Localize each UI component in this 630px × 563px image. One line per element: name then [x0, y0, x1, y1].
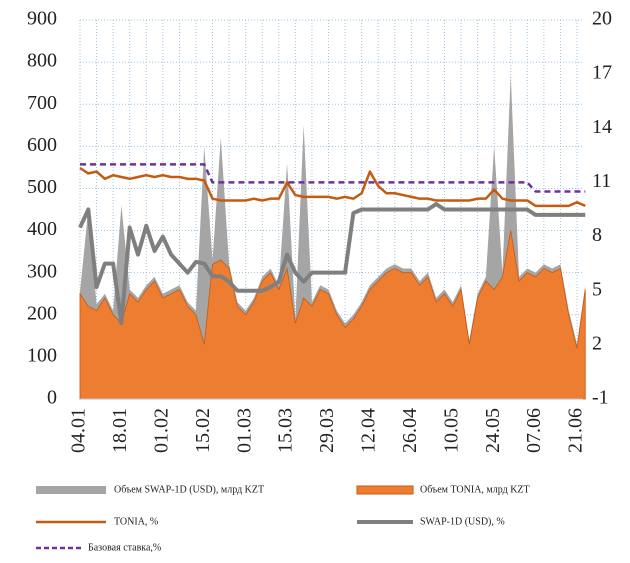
legend-swatch — [36, 486, 106, 494]
y-tick-label: 300 — [27, 260, 57, 282]
legend-label: TONIA, % — [114, 516, 158, 527]
y2-tick-label: -1 — [592, 387, 609, 409]
y2-tick-label: 2 — [592, 332, 602, 354]
legend-label: SWAP-1D (USD), % — [420, 516, 505, 527]
legend-label: Базовая ставка,% — [88, 542, 161, 553]
y2-tick-label: 11 — [592, 170, 611, 192]
x-tick-label: 21.06 — [565, 408, 587, 453]
x-tick-label: 24.05 — [482, 408, 504, 453]
area — [79, 230, 586, 400]
y2-tick-label: 5 — [592, 278, 602, 300]
x-tick-label: 10.05 — [440, 408, 462, 453]
y-tick-label: 600 — [27, 134, 57, 156]
x-tick-label: 29.03 — [316, 408, 338, 453]
x-tick-label: 01.03 — [233, 408, 255, 453]
line — [78, 202, 586, 326]
legend-swatch — [356, 485, 414, 495]
y-tick-label: 900 — [27, 8, 57, 30]
legend-label: Объем SWAP-1D (USD), млрд KZT — [114, 484, 264, 495]
x-tick-label: 01.02 — [150, 408, 172, 453]
x-tick-label: 15.02 — [192, 408, 214, 453]
line — [79, 166, 586, 208]
x-tick-label: 12.04 — [358, 408, 380, 453]
y2-tick-label: 17 — [592, 62, 612, 84]
legend-label: Объем TONIA, млрд KZT — [420, 484, 530, 495]
line — [80, 163, 586, 193]
y-tick-label: 700 — [27, 92, 57, 114]
y-tick-label: 0 — [47, 387, 57, 409]
x-tick-label: 18.01 — [109, 408, 131, 453]
y2-tick-label: 14 — [592, 116, 612, 138]
x-tick-label: 04.01 — [68, 408, 90, 453]
y-tick-label: 200 — [27, 302, 57, 324]
x-tick-label: 15.03 — [275, 408, 297, 453]
y-tick-label: 500 — [27, 176, 57, 198]
x-tick-label: 26.04 — [399, 408, 421, 453]
y-tick-label: 800 — [27, 50, 57, 72]
y-tick-label: 100 — [27, 344, 57, 366]
y2-tick-label: 20 — [592, 8, 612, 30]
y-tick-label: 400 — [27, 218, 57, 240]
x-tick-label: 07.06 — [523, 408, 545, 453]
y2-tick-label: 8 — [592, 224, 602, 246]
